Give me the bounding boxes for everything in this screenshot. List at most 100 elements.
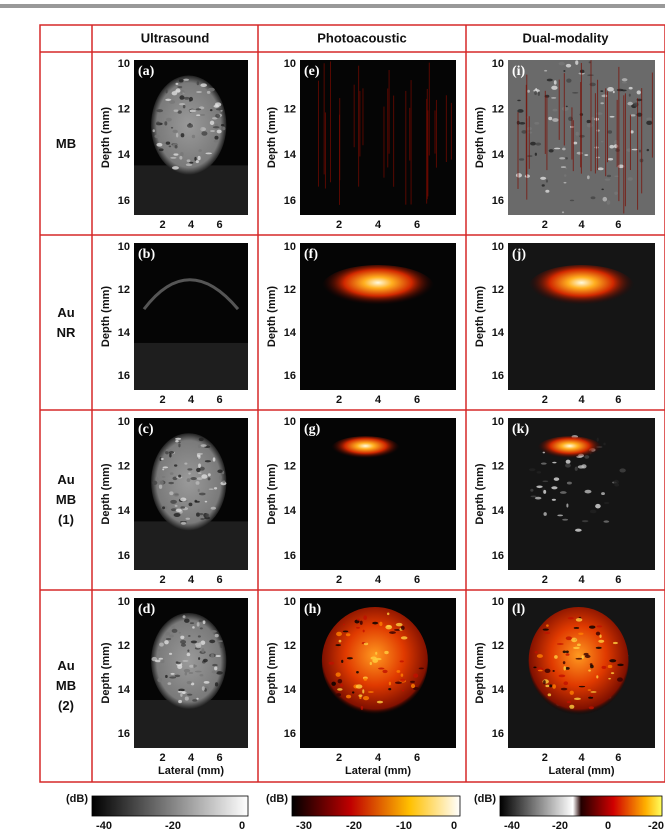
speckle <box>158 480 164 484</box>
image-background <box>300 60 456 215</box>
speckle <box>588 697 593 699</box>
speckle <box>516 173 522 177</box>
speckle <box>604 520 610 522</box>
x-tick-label: 6 <box>216 574 222 586</box>
y-tick-label: 10 <box>492 241 504 253</box>
speckle <box>608 158 613 160</box>
speckle <box>213 457 216 461</box>
y-axis-label: Depth (mm) <box>100 286 112 347</box>
speckle <box>346 695 351 699</box>
speckle <box>607 175 611 177</box>
speckle <box>589 706 594 709</box>
x-tick-label: 6 <box>414 394 420 406</box>
panel-letter: (c) <box>138 422 154 437</box>
speckle <box>537 471 542 473</box>
speckle <box>178 691 184 693</box>
speckle <box>605 178 611 180</box>
speckle <box>185 672 187 676</box>
speckle <box>205 460 211 462</box>
speckle <box>576 658 583 660</box>
figure: UltrasoundPhotoacousticDual-modalityMBAu… <box>0 0 665 834</box>
speckle <box>561 688 568 691</box>
y-tick-label: 16 <box>118 728 130 740</box>
x-axis-label: Lateral (mm) <box>158 765 224 777</box>
speckle <box>199 438 204 441</box>
y-tick-label: 14 <box>492 684 505 696</box>
speckle <box>544 70 547 72</box>
speckle <box>607 87 614 92</box>
speckle <box>591 694 593 697</box>
speckle <box>189 672 193 674</box>
speckle <box>162 506 165 509</box>
speckle <box>217 469 222 473</box>
panel-letter: (l) <box>512 602 526 617</box>
y-tick-label: 16 <box>284 728 296 740</box>
speckle <box>329 662 335 665</box>
speckle <box>543 628 549 630</box>
colorbar-unit: (dB) <box>66 793 88 805</box>
speckle <box>201 444 207 447</box>
panel-image <box>300 60 456 215</box>
speckle <box>389 631 396 634</box>
speckle <box>176 83 179 85</box>
x-tick-label: 2 <box>159 219 165 231</box>
speckle <box>159 643 164 647</box>
speckle <box>339 640 342 643</box>
y-tick-label: 12 <box>492 104 504 116</box>
y-tick-label: 16 <box>284 550 296 562</box>
speckle <box>543 680 546 684</box>
speckle <box>174 110 179 112</box>
speckle <box>214 136 218 140</box>
speckle <box>601 95 608 98</box>
panel-letter: (f) <box>304 247 318 262</box>
speckle <box>214 487 217 489</box>
speckle <box>564 182 567 184</box>
speckle <box>198 149 201 152</box>
colorbar-tick-label: 0 <box>451 820 457 832</box>
speckle <box>573 647 580 649</box>
speckle <box>177 86 182 88</box>
speckle <box>184 97 190 100</box>
speckle <box>614 192 618 195</box>
speckle <box>566 653 570 656</box>
speckle <box>622 78 628 81</box>
speckle <box>220 644 222 648</box>
colorbar-tick-label: 0 <box>605 820 611 832</box>
speckle <box>196 481 200 485</box>
colorbar-tick-label: -40 <box>504 820 520 832</box>
speckle <box>164 121 167 125</box>
y-tick-label: 16 <box>284 195 296 207</box>
speckle <box>531 495 537 497</box>
row-label-wrap: Au NR <box>44 235 88 410</box>
x-tick-label: 6 <box>216 394 222 406</box>
speckle <box>597 625 602 627</box>
speckle <box>554 80 557 84</box>
speckle <box>563 681 568 685</box>
pa-crescent <box>529 265 635 309</box>
speckle <box>575 132 578 136</box>
speckle <box>598 640 604 643</box>
row-label: Au NR <box>51 303 81 343</box>
speckle <box>198 463 201 467</box>
speckle <box>361 706 363 710</box>
speckle <box>196 160 199 163</box>
speckle <box>197 453 203 455</box>
y-tick-label: 10 <box>118 58 130 70</box>
x-tick-label: 6 <box>216 752 222 764</box>
speckle <box>587 123 593 127</box>
x-tick-label: 4 <box>375 574 382 586</box>
speckle <box>570 691 574 695</box>
x-tick-label: 4 <box>375 394 382 406</box>
speckle <box>611 672 614 674</box>
speckle <box>626 148 631 151</box>
x-tick-label: 2 <box>159 394 165 406</box>
panel-letter: (a) <box>138 64 155 79</box>
image-background <box>300 243 456 390</box>
speckle <box>187 649 189 652</box>
speckle <box>161 458 164 460</box>
speckle <box>563 70 565 72</box>
speckle <box>180 90 184 94</box>
x-tick-label: 4 <box>578 219 585 231</box>
speckle <box>165 675 168 678</box>
speckle <box>545 685 549 687</box>
